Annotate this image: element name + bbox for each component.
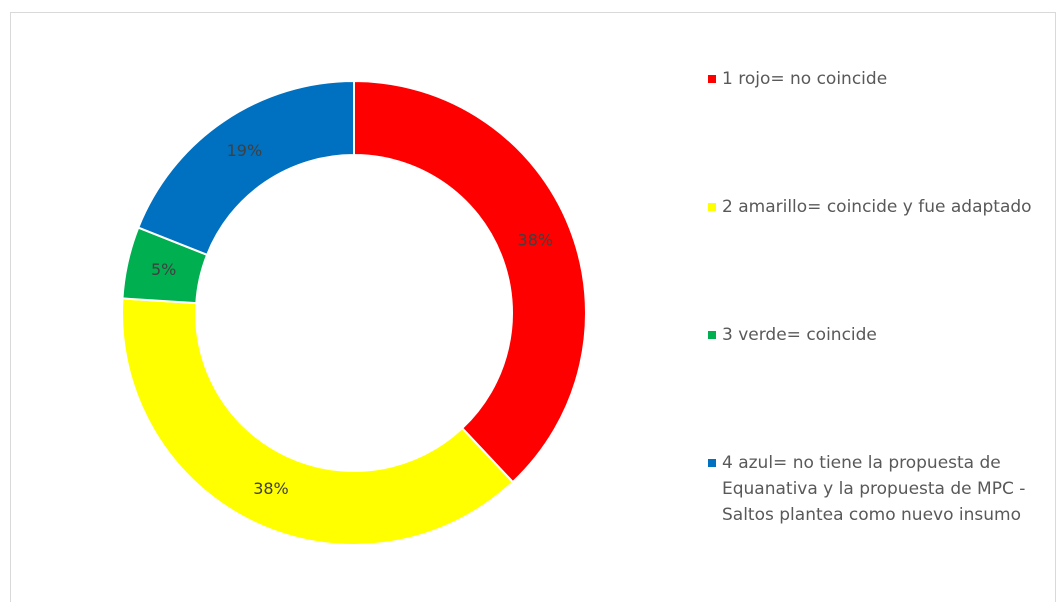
legend-label: 1 rojo= no coincide (722, 69, 888, 89)
data-label: 5% (151, 260, 176, 279)
donut-slice (136, 79, 355, 257)
chart-frame (10, 12, 1056, 602)
legend-swatch (708, 75, 716, 83)
legend-entry: 4 azul= no tiene la propuesta de Equanat… (708, 450, 1052, 528)
legend-entry: 2 amarillo= coincide y fue adaptado (708, 194, 1052, 220)
data-label: 19% (227, 141, 263, 160)
legend-label: 2 amarillo= coincide y fue adaptado (722, 197, 1032, 217)
donut-slice (353, 79, 587, 484)
legend-label: 4 azul= no tiene la propuesta de Equanat… (722, 453, 1026, 525)
legend-swatch (708, 459, 716, 467)
data-label: 38% (518, 231, 554, 250)
data-label: 38% (253, 479, 289, 498)
legend-swatch (708, 203, 716, 211)
legend-entry: 3 verde= coincide (708, 322, 1052, 348)
legend-entry: 1 rojo= no coincide (708, 66, 1052, 92)
donut-slice (121, 297, 515, 546)
legend-swatch (708, 331, 716, 339)
legend-label: 3 verde= coincide (722, 325, 877, 345)
